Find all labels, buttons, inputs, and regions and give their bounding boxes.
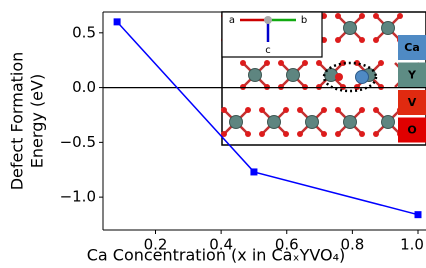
marker: [250, 168, 257, 175]
atom: [287, 69, 300, 82]
oxygen: [335, 13, 341, 19]
oxygen: [297, 131, 303, 137]
atom: [382, 116, 395, 129]
legend-label: Ca: [404, 41, 420, 54]
atom: [268, 116, 281, 129]
inset-axis-label: a: [229, 15, 235, 26]
oxygen: [264, 60, 270, 66]
x-tick-label: 0.4: [209, 236, 233, 254]
oxygen: [302, 60, 308, 66]
y-tick-label: −0.5: [60, 133, 96, 151]
x-tick-label: 0.6: [275, 236, 299, 254]
oxygen: [283, 107, 289, 113]
ca-atom: [356, 71, 369, 84]
oxygen: [245, 107, 251, 113]
oxygen: [245, 131, 251, 137]
marker: [415, 211, 422, 218]
oxygen: [359, 131, 365, 137]
oxygen: [297, 107, 303, 113]
oxygen: [278, 60, 284, 66]
y-tick-label: 0.0: [72, 78, 96, 96]
x-tick-label: 0.2: [144, 236, 168, 254]
axis-origin: [264, 16, 272, 24]
atom: [306, 116, 319, 129]
oxygen: [335, 131, 341, 137]
legend-label: O: [407, 124, 416, 137]
inset: a b c Ca Y V O: [221, 12, 426, 145]
oxygen: [321, 131, 327, 137]
oxygen: [359, 107, 365, 113]
oxygen: [316, 60, 322, 66]
atom: [249, 69, 262, 82]
atom: [344, 22, 357, 35]
oxygen: [283, 131, 289, 137]
oxygen: [259, 107, 265, 113]
oxygen: [373, 131, 379, 137]
y-tick-label: −1.0: [60, 188, 96, 206]
oxygen: [359, 37, 365, 43]
chart: Ca Concentration (x in CaₓYVO₄) Defect F…: [0, 0, 426, 268]
oxygen: [373, 37, 379, 43]
legend-label: Y: [407, 69, 417, 82]
atom: [382, 22, 395, 35]
vacancy: [335, 73, 343, 81]
x-tick-label: 0.8: [340, 236, 364, 254]
atom: [344, 116, 357, 129]
oxygen: [397, 13, 403, 19]
oxygen: [373, 107, 379, 113]
inset-axis-label: c: [265, 45, 271, 56]
atom: [230, 116, 243, 129]
oxygen: [321, 107, 327, 113]
y-axis-label: Energy (eV): [28, 74, 47, 168]
oxygen: [335, 107, 341, 113]
oxygen: [221, 107, 227, 113]
oxygen: [335, 37, 341, 43]
x-tick-label: 1.0: [400, 236, 424, 254]
oxygen: [378, 60, 384, 66]
y-tick-label: 0.5: [72, 23, 96, 41]
marker: [114, 18, 121, 25]
oxygen: [240, 60, 246, 66]
oxygen: [259, 131, 265, 137]
legend-label: V: [408, 96, 417, 109]
oxygen: [373, 13, 379, 19]
oxygen: [359, 13, 365, 19]
y-axis-label: Defect Formation: [8, 52, 27, 191]
inset-axis-label: b: [301, 15, 307, 26]
